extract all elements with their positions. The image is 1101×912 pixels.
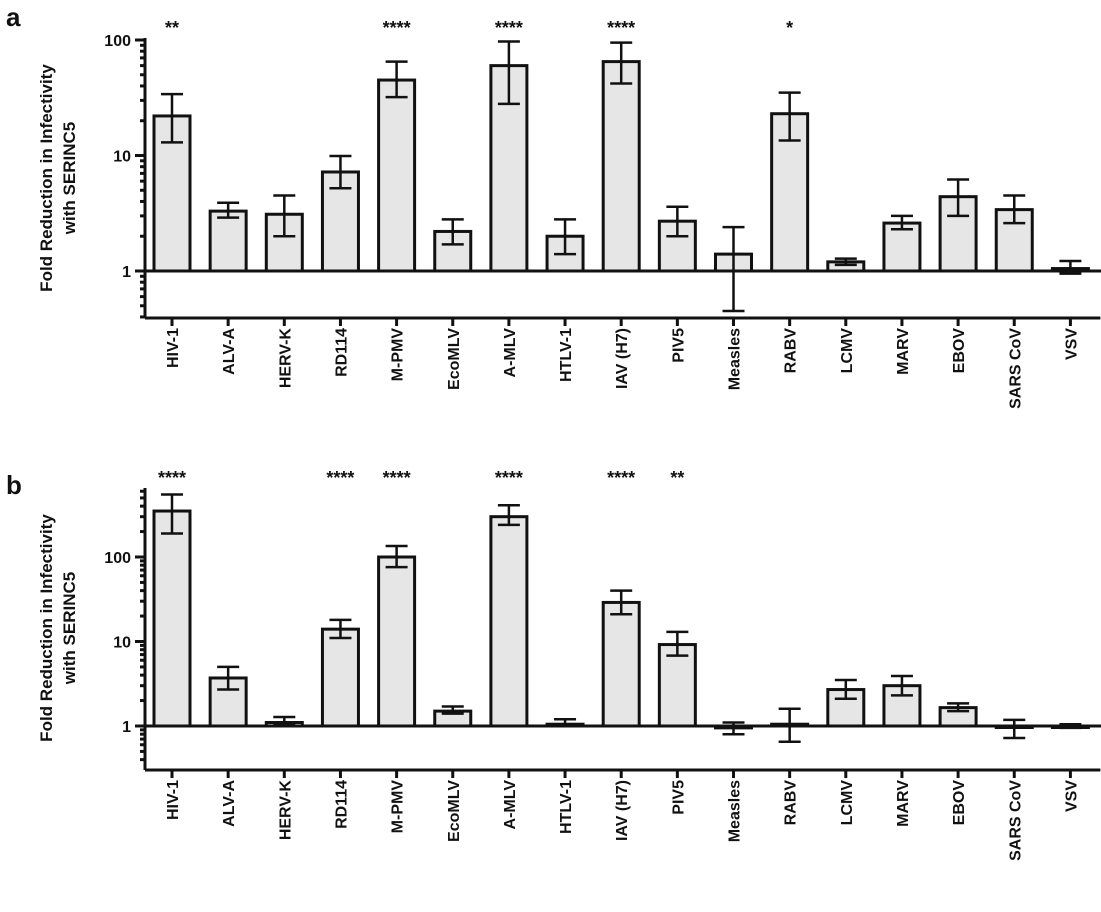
x-tick-label: M-PMV <box>390 328 407 382</box>
x-tick-label: HIV-1 <box>165 780 182 820</box>
panel-letter-b: b <box>6 470 22 500</box>
panel-b: b Fold Reduction in Infectivity with SER… <box>6 468 1101 861</box>
x-tick-label: IAV (H7) <box>614 780 631 841</box>
x-tick-label: EBOV <box>951 328 968 374</box>
significance-label: **** <box>495 468 523 488</box>
x-tick-label: A-MLV <box>502 780 519 830</box>
bar-m-pmv <box>377 555 417 728</box>
x-tick-label: A-MLV <box>502 328 519 378</box>
x-tick-label: VSV <box>1063 780 1080 812</box>
y-tick-label: 1 <box>122 719 131 736</box>
y-tick-label: 100 <box>104 550 131 567</box>
x-tick-label: HIV-1 <box>165 328 182 368</box>
bar-a-mlv <box>489 515 529 728</box>
x-tick-label: LCMV <box>839 780 856 826</box>
x-tick-label: RABV <box>783 328 800 374</box>
x-tick-label: EBOV <box>951 780 968 826</box>
significance-label: ** <box>670 468 684 488</box>
x-tick-label: MARV <box>895 780 912 827</box>
x-tick-label: SARS CoV <box>1007 780 1024 861</box>
significance-label: * <box>786 18 793 38</box>
significance-label: **** <box>383 18 411 38</box>
x-tick-label: EcoMLV <box>446 780 463 842</box>
y-tick-label: 100 <box>104 33 131 50</box>
x-tick-label: PIV5 <box>670 780 687 815</box>
y-tick-label: 10 <box>113 635 131 652</box>
bar-hiv-1 <box>152 509 192 728</box>
y-tick-label: 10 <box>113 149 131 166</box>
significance-label: **** <box>383 468 411 488</box>
x-tick-label: IAV (H7) <box>614 328 631 389</box>
x-tick-label: PIV5 <box>670 328 687 363</box>
significance-label: **** <box>326 468 354 488</box>
significance-label: **** <box>495 18 523 38</box>
bar-m-pmv <box>377 78 417 273</box>
bar-rd114 <box>320 627 360 728</box>
x-tick-label: RD114 <box>333 328 350 377</box>
significance-label: ** <box>165 18 179 38</box>
bar-piv5 <box>657 643 697 728</box>
x-tick-label: HTLV-1 <box>558 780 575 834</box>
x-tick-label: EcoMLV <box>446 328 463 390</box>
x-tick-label: SARS CoV <box>1007 328 1024 409</box>
x-tick-label: ALV-A <box>221 780 238 827</box>
significance-label: **** <box>607 18 635 38</box>
x-tick-label: HERV-K <box>277 328 294 389</box>
significance-label: **** <box>158 468 186 488</box>
bar-iav-h7- <box>601 60 641 273</box>
y-axis-label-line2: with SERINC5 <box>60 572 79 685</box>
bar-iav-h7- <box>601 600 641 728</box>
x-tick-label: Measles <box>727 780 744 842</box>
bar-alv-a <box>208 209 248 273</box>
x-tick-label: HTLV-1 <box>558 328 575 382</box>
x-tick-label: ALV-A <box>221 328 238 375</box>
panel-a: a Fold Reduction in Infectivity with SER… <box>6 2 1101 409</box>
significance-label: **** <box>607 468 635 488</box>
y-axis-label-line1: Fold Reduction in Infectivity <box>37 514 56 742</box>
y-axis-label-line2: with SERINC5 <box>60 122 79 235</box>
y-tick-label: 1 <box>122 264 131 281</box>
x-tick-label: VSV <box>1063 328 1080 360</box>
x-tick-label: Measles <box>727 328 744 390</box>
y-axis-label-line1: Fold Reduction in Infectivity <box>37 64 56 292</box>
x-tick-label: RD114 <box>333 780 350 829</box>
x-tick-label: LCMV <box>839 328 856 374</box>
x-tick-label: RABV <box>783 780 800 826</box>
x-tick-label: MARV <box>895 328 912 375</box>
x-tick-label: M-PMV <box>390 780 407 834</box>
panel-letter-a: a <box>6 2 21 32</box>
x-tick-label: HERV-K <box>277 780 294 841</box>
